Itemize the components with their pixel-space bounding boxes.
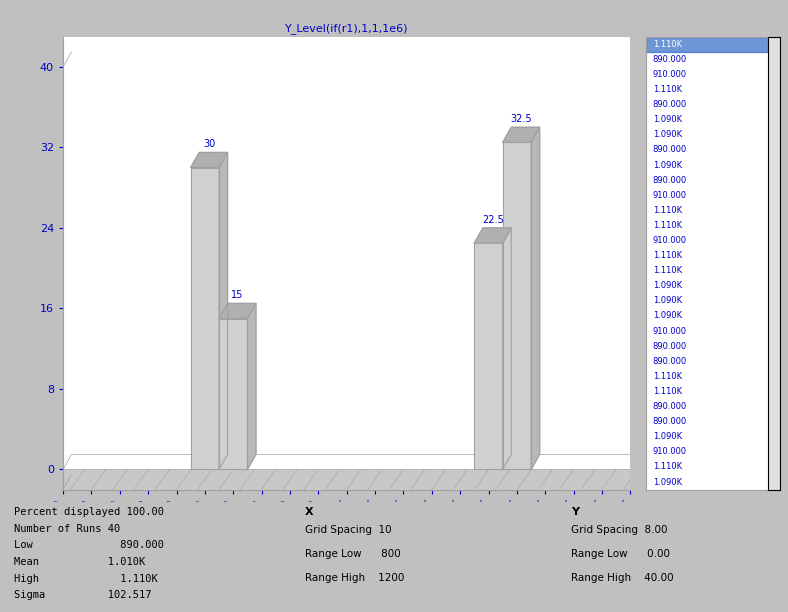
Text: 15: 15 <box>232 291 243 300</box>
Text: Percent displayed 100.00: Percent displayed 100.00 <box>14 507 164 517</box>
Bar <box>474 243 503 469</box>
Bar <box>503 143 531 469</box>
Polygon shape <box>503 228 511 469</box>
Text: Range Low      0.00: Range Low 0.00 <box>571 548 671 559</box>
Text: 890.000: 890.000 <box>652 55 687 64</box>
Text: 1.090K: 1.090K <box>652 130 682 140</box>
Text: X: X <box>305 507 314 517</box>
Text: 910.000: 910.000 <box>652 447 687 457</box>
Text: 1.090K: 1.090K <box>652 296 682 305</box>
Polygon shape <box>219 304 256 318</box>
Text: 890.000: 890.000 <box>652 176 687 185</box>
Polygon shape <box>503 127 540 143</box>
Text: Mean           1.010K: Mean 1.010K <box>14 557 145 567</box>
Text: 1.110K: 1.110K <box>652 387 682 396</box>
Text: 1.110K: 1.110K <box>652 372 682 381</box>
Text: 32.5: 32.5 <box>511 114 532 124</box>
Bar <box>63 469 630 490</box>
Bar <box>219 318 247 469</box>
Text: 890.000: 890.000 <box>652 357 687 366</box>
Text: 1.090K: 1.090K <box>652 282 682 290</box>
Polygon shape <box>247 304 256 469</box>
Polygon shape <box>219 152 228 469</box>
Title: Y_Level(if(r1),1,1,1e6): Y_Level(if(r1),1,1,1e6) <box>285 23 408 34</box>
Text: 890.000: 890.000 <box>652 100 687 109</box>
Text: Range High    40.00: Range High 40.00 <box>571 573 674 583</box>
Text: 910.000: 910.000 <box>652 236 687 245</box>
Text: 1.110K: 1.110K <box>652 463 682 471</box>
Text: 910.000: 910.000 <box>652 191 687 200</box>
Text: 890.000: 890.000 <box>652 402 687 411</box>
Text: Number of Runs 40: Number of Runs 40 <box>14 524 120 534</box>
Text: 890.000: 890.000 <box>652 417 687 426</box>
Text: High             1.110K: High 1.110K <box>14 573 158 584</box>
Text: 30: 30 <box>203 140 215 149</box>
Text: 890.000: 890.000 <box>652 146 687 154</box>
Text: 22.5: 22.5 <box>482 215 504 225</box>
Bar <box>191 168 219 469</box>
Text: Y: Y <box>571 507 579 517</box>
Text: 1.110K: 1.110K <box>652 85 682 94</box>
Text: Grid Spacing  10: Grid Spacing 10 <box>305 524 392 535</box>
Text: Range High    1200: Range High 1200 <box>305 573 404 583</box>
Text: 1.110K: 1.110K <box>652 206 682 215</box>
Polygon shape <box>531 127 540 469</box>
Text: 1.110K: 1.110K <box>652 221 682 230</box>
Text: Grid Spacing  8.00: Grid Spacing 8.00 <box>571 524 667 535</box>
Text: 1.090K: 1.090K <box>652 115 682 124</box>
Text: 1.110K: 1.110K <box>652 40 682 49</box>
Text: 1.090K: 1.090K <box>652 312 682 321</box>
Text: 1.090K: 1.090K <box>652 432 682 441</box>
Polygon shape <box>474 228 511 243</box>
Text: 1.090K: 1.090K <box>652 160 682 170</box>
Text: 890.000: 890.000 <box>652 341 687 351</box>
Text: 910.000: 910.000 <box>652 70 687 79</box>
Text: Sigma          102.517: Sigma 102.517 <box>14 590 151 600</box>
Text: 1.090K: 1.090K <box>652 477 682 487</box>
Text: 1.110K: 1.110K <box>652 266 682 275</box>
Text: Low              890.000: Low 890.000 <box>14 540 164 550</box>
Polygon shape <box>191 152 228 168</box>
Text: 1.110K: 1.110K <box>652 251 682 260</box>
Text: 910.000: 910.000 <box>652 327 687 335</box>
Text: Range Low      800: Range Low 800 <box>305 548 401 559</box>
